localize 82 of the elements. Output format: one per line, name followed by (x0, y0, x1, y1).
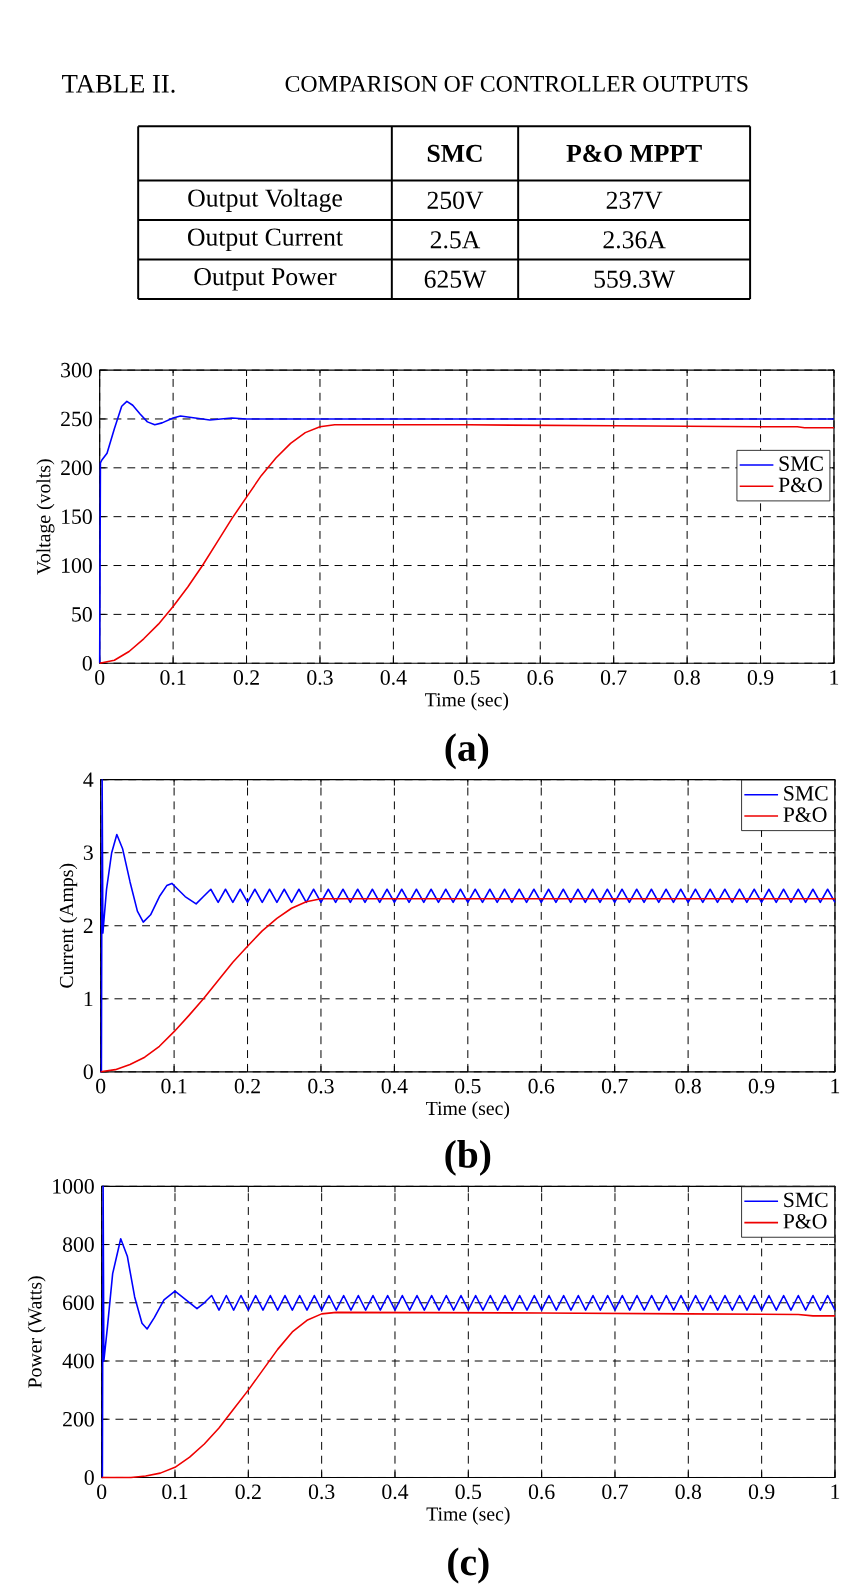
x-tick-label: 0 (97, 1484, 107, 1500)
y-tick-label: 0 (83, 1064, 93, 1080)
y-axis-title: Power (Watts) (27, 1276, 46, 1388)
x-tick-label: 0.3 (309, 1484, 335, 1500)
x-tick-label: 0.2 (233, 670, 260, 685)
text: SMC (427, 144, 482, 163)
x-tick-label: 0 (95, 670, 105, 685)
y-tick-label: 200 (61, 460, 93, 476)
x-axis-title: Time (sec) (426, 1506, 510, 1525)
x-axis-title: Time (sec) (425, 692, 509, 711)
y-tick-label: 300 (61, 362, 93, 378)
text: (b) (445, 1139, 491, 1176)
y-tick-label: 3 (84, 845, 93, 861)
x-tick-label: 0.9 (748, 1078, 775, 1094)
text: TABLE II. (62, 74, 175, 93)
legend-label: SMC (779, 456, 823, 471)
y-tick-label: 400 (62, 1353, 94, 1369)
line-series (100, 778, 836, 1073)
y-tick-label: 1000 (53, 1179, 94, 1194)
data-label: 237V (606, 191, 663, 210)
category-label: Output Voltage (188, 188, 343, 213)
x-tick-label: 0.4 (380, 670, 407, 685)
y-tick-label: 2 (83, 918, 93, 933)
x-tick-label: 0.8 (675, 1078, 701, 1094)
x-tick-label: 0.1 (161, 1078, 187, 1094)
x-tick-label: 0.5 (455, 1484, 482, 1500)
x-tick-label: 0.8 (675, 1484, 702, 1500)
x-tick-label: 0.1 (160, 670, 186, 685)
x-tick-label: 0.6 (528, 1078, 555, 1094)
y-tick-label: 600 (63, 1295, 94, 1311)
legend-label: P&O (783, 807, 827, 822)
line-series (100, 1185, 836, 1479)
x-tick-label: 0.7 (602, 1078, 628, 1094)
y-tick-label: 100 (62, 558, 93, 573)
y-tick-label: 50 (72, 607, 93, 622)
text: P&O MPPT (566, 144, 702, 163)
legend-label: P&O (778, 477, 822, 493)
category-label: Output Current (188, 228, 344, 252)
y-tick-label: 150 (62, 509, 93, 524)
x-tick-label: 0.9 (749, 1484, 775, 1500)
x-tick-label: 0.5 (455, 1078, 481, 1094)
x-tick-label: 0.8 (674, 670, 700, 685)
text: (a) (445, 733, 489, 770)
data-label: 559.3W (594, 270, 676, 288)
y-tick-label: 800 (63, 1237, 94, 1252)
legend-label: SMC (784, 1192, 828, 1208)
text: COMPARISON OF CONTROLLER OUTPUTS (285, 75, 748, 92)
x-tick-label: 0.4 (382, 1484, 409, 1500)
x-tick-label: 1 (830, 670, 839, 685)
x-tick-label: 1 (831, 1078, 840, 1094)
y-axis-title: Current (Amps) (59, 863, 78, 988)
x-tick-label: 0.7 (601, 670, 627, 685)
y-tick-label: 0 (82, 655, 93, 671)
x-tick-label: 0.2 (235, 1484, 261, 1500)
y-axis-title: Voltage (volts) (36, 459, 55, 575)
data-label: 2.36A (603, 231, 666, 249)
x-axis-title: Time (sec) (426, 1101, 510, 1120)
x-tick-label: 0 (96, 1078, 106, 1094)
data-label: 2.5A (430, 231, 481, 249)
text: (c) (448, 1547, 489, 1584)
y-tick-label: 4 (83, 772, 94, 787)
y-tick-label: 250 (61, 411, 93, 427)
x-tick-label: 0.2 (234, 1078, 261, 1094)
x-tick-label: 0.3 (307, 670, 333, 685)
x-tick-label: 0.4 (381, 1078, 408, 1094)
legend-label: P&O (783, 1213, 827, 1229)
x-tick-label: 0.3 (308, 1078, 334, 1094)
x-tick-label: 0.1 (162, 1484, 188, 1500)
x-tick-label: 0.9 (747, 670, 774, 685)
data-label: 625W (424, 270, 487, 288)
category-label: Output Power (194, 268, 337, 291)
x-tick-label: 1 (831, 1484, 840, 1499)
x-tick-label: 0.6 (529, 1484, 555, 1500)
data-label: 250V (427, 191, 484, 210)
legend-label: SMC (784, 786, 828, 801)
x-tick-label: 0.5 (454, 670, 480, 685)
line-series (100, 897, 836, 1073)
y-tick-label: 1 (84, 991, 93, 1006)
y-tick-label: 0 (84, 1470, 94, 1485)
x-tick-label: 0.6 (527, 670, 554, 685)
y-tick-label: 200 (63, 1411, 94, 1427)
x-tick-label: 0.7 (602, 1484, 629, 1500)
